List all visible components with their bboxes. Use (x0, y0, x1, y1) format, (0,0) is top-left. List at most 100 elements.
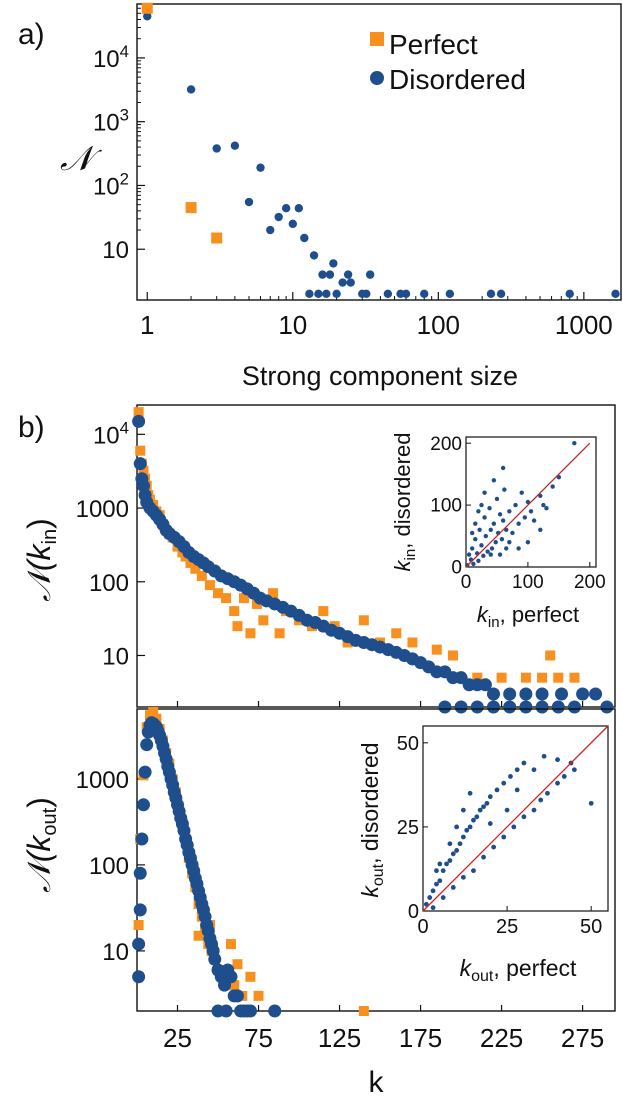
inset-disordered-point (504, 807, 510, 813)
inset-disordered-point (427, 895, 433, 900)
inset-disordered-point (454, 848, 460, 853)
disordered-point (420, 289, 429, 299)
x-tick-label: 175 (399, 1023, 442, 1053)
inset-disordered-point (434, 868, 439, 874)
perfect-point (245, 971, 256, 982)
inset-disordered-point (493, 540, 498, 545)
inset-disordered-point (501, 780, 507, 786)
inset-disordered-point (477, 807, 483, 813)
inset-disordered-point (457, 841, 463, 847)
disordered-point (268, 1004, 282, 1018)
disordered-point (535, 700, 549, 714)
inset-disordered-point (481, 553, 486, 559)
x-tick-label: 1000 (555, 310, 613, 340)
perfect-point (253, 990, 264, 1001)
panel-b-kin-frame (136, 404, 616, 708)
inset-disordered-point (538, 527, 543, 533)
inset-disordered-point (467, 790, 473, 796)
inset-disordered-point (484, 800, 490, 806)
inset-disordered-point (491, 521, 497, 526)
perfect-point (185, 202, 197, 214)
panel-b-kout-frame (136, 708, 616, 1012)
inset-x-tick-label: 100 (512, 572, 544, 593)
inset-disordered-point (471, 868, 476, 874)
disordered-point (486, 289, 496, 299)
inset-disordered-point (454, 824, 460, 830)
perfect-point (251, 598, 262, 609)
y-tick-label: 100 (89, 570, 129, 597)
perfect-point (358, 1006, 369, 1016)
inset-disordered-point (482, 490, 487, 495)
inset-disordered-point (430, 905, 436, 911)
inset-disordered-point (494, 787, 500, 793)
inset-disordered-point (561, 774, 567, 779)
inset-disordered-point (501, 834, 507, 840)
disordered-point (138, 765, 152, 779)
disordered-point (519, 687, 533, 701)
disordered-point (135, 832, 149, 846)
inset-disordered-point (430, 888, 436, 894)
disordered-point (230, 141, 240, 150)
disordered-point (555, 687, 569, 701)
inset-disordered-point (481, 804, 486, 810)
inset-disordered-point (469, 530, 475, 536)
inset-disordered-point (500, 465, 506, 471)
disordered-point (133, 866, 147, 880)
inset-disordered-point (519, 490, 524, 495)
perfect-point (213, 588, 224, 599)
perfect-point (229, 606, 240, 617)
inset-y-tick-label: 200 (430, 434, 462, 455)
disordered-point (600, 700, 614, 714)
inset-disordered-point (471, 561, 476, 567)
inset-disordered-point (516, 546, 521, 551)
inset-disordered-point (507, 540, 512, 545)
inset-disordered-point (514, 767, 520, 773)
inset-disordered-point (555, 780, 560, 786)
inset-x-tick-label: 200 (574, 572, 606, 593)
inset-disordered-point (497, 512, 503, 517)
inset-disordered-point (550, 484, 555, 489)
inset-disordered-point (464, 827, 470, 833)
inset-disordered-point (488, 552, 493, 557)
disordered-point (274, 212, 283, 222)
perfect-point (232, 621, 243, 632)
perfect-point (229, 980, 240, 991)
inset-disordered-point (473, 521, 478, 526)
panel-b-kout-ylabel: 𝒩(kout) (21, 797, 61, 893)
disordered-point (519, 700, 533, 714)
y-tick-label: 10 (102, 237, 129, 264)
inset-disordered-point (488, 527, 493, 533)
inset-y-tick-label: 50 (397, 733, 419, 755)
inset-disordered-point (482, 515, 487, 520)
disordered-point (365, 270, 375, 279)
disordered-point (244, 197, 254, 207)
inset-disordered-point (511, 824, 517, 830)
disordered-point (503, 687, 517, 701)
inset-disordered-point (423, 901, 429, 907)
inset-disordered-point (491, 844, 497, 850)
inset-disordered-point (510, 530, 515, 536)
inset-disordered-point (467, 824, 473, 830)
y-tick-label: 1000 (76, 496, 129, 523)
perfect-point (318, 606, 329, 617)
disordered-point (322, 289, 331, 299)
inset-y-tick-label: 0 (451, 558, 462, 579)
perfect-point (148, 706, 159, 717)
inset-disordered-point (437, 861, 443, 867)
disordered-point (294, 203, 304, 213)
perfect-point (537, 672, 548, 683)
inset-kout-ylabel: kout, disordered (357, 742, 387, 897)
disordered-point (132, 414, 146, 428)
inset-disordered-point (483, 533, 489, 539)
inset-disordered-point (528, 509, 534, 514)
inset-diagonal-line (465, 442, 591, 568)
legend-disordered-marker (370, 71, 384, 85)
disordered-point (266, 225, 275, 235)
inset-kin-ylabel: kin, disordered (390, 433, 419, 572)
inset-disordered-point (487, 505, 492, 511)
inset-disordered-point (489, 546, 495, 551)
disordered-point (309, 251, 319, 260)
inset-disordered-point (466, 552, 472, 557)
disordered-point (332, 289, 341, 299)
